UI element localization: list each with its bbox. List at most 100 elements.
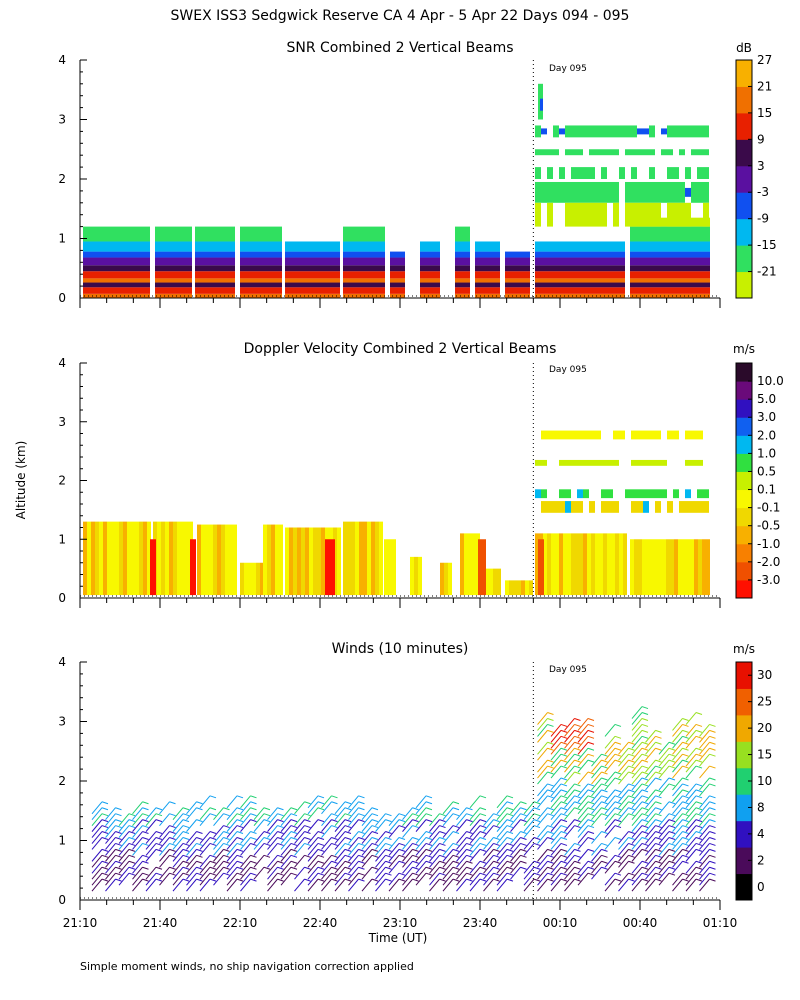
- colorbar-segment: [736, 714, 752, 742]
- wind-barb: [631, 825, 643, 838]
- wind-barb: [159, 825, 170, 838]
- wind-barb: [253, 837, 265, 850]
- wind-barb-flag: [682, 842, 689, 846]
- doppler-cell: [555, 533, 559, 596]
- wind-barb-flag: [614, 813, 622, 817]
- doppler-cell: [691, 459, 697, 466]
- wind-barb-flag: [520, 837, 527, 840]
- wind-barb-flag: [452, 825, 460, 829]
- snr-cell: [649, 181, 655, 203]
- wind-barb: [591, 771, 602, 785]
- doppler-cell: [127, 521, 131, 596]
- wind-barb: [375, 872, 386, 886]
- wind-barb-flag: [209, 878, 217, 882]
- snr-cell: [577, 181, 583, 203]
- wind-barb-flag: [277, 860, 284, 864]
- wind-barb: [685, 801, 697, 815]
- wind-barb-flag: [142, 837, 149, 840]
- wind-barb-flag: [655, 747, 662, 751]
- snr-cell: [601, 125, 607, 138]
- snr-cell: [343, 241, 385, 252]
- wind-barb-flag: [506, 878, 514, 882]
- wind-barb: [186, 872, 197, 886]
- wind-barb: [577, 759, 589, 773]
- wind-barb: [550, 807, 562, 821]
- wind-barb: [429, 849, 440, 862]
- snr-cell: [195, 265, 235, 272]
- doppler-cell: [541, 489, 547, 499]
- wind-barb-flag: [668, 831, 676, 834]
- wind-barb-flag: [263, 831, 271, 834]
- wind-barb: [537, 855, 548, 868]
- doppler-cell: [538, 539, 544, 596]
- wind-barb: [483, 837, 494, 850]
- wind-barb: [496, 860, 508, 874]
- wind-barb: [618, 872, 629, 886]
- doppler-cell: [661, 489, 667, 499]
- wind-barb-flag: [142, 813, 149, 817]
- wind-barb: [348, 843, 359, 856]
- wind-barb-flag: [223, 866, 230, 870]
- wind-barb-flag: [358, 854, 365, 858]
- wind-barb-flag: [452, 878, 460, 882]
- wind-barb: [658, 843, 670, 856]
- wind-barb: [672, 831, 683, 844]
- doppler-cell: [589, 501, 595, 513]
- wind-barb: [645, 825, 656, 838]
- wind-barb: [469, 860, 481, 874]
- wind-barb-flag: [479, 819, 487, 823]
- snr-cell: [631, 181, 637, 203]
- wind-barb: [685, 872, 697, 886]
- wind-barb-flag: [668, 777, 676, 781]
- snr-cell: [285, 251, 340, 258]
- wind-barb: [645, 736, 656, 749]
- snr-cell: [571, 125, 577, 138]
- doppler-cell: [595, 533, 599, 596]
- doppler-cell: [225, 524, 229, 596]
- doppler-panel-title: Doppler Velocity Combined 2 Vertical Bea…: [244, 341, 557, 357]
- snr-cell: [547, 202, 553, 227]
- wind-barb: [267, 872, 278, 886]
- doppler-cell: [229, 524, 233, 596]
- snr-cell: [607, 149, 613, 156]
- wind-barb: [267, 860, 278, 874]
- doppler-cell: [115, 521, 119, 596]
- wind-barb-flag: [587, 718, 595, 721]
- wind-barb-flag: [520, 854, 527, 858]
- y-tick-label: 4: [58, 53, 66, 67]
- snr-cell: [240, 282, 282, 288]
- wind-barb: [469, 872, 481, 886]
- wind-barb-flag: [182, 819, 190, 823]
- wind-barb: [199, 866, 211, 880]
- wind-barb: [429, 819, 440, 832]
- wind-barb: [604, 759, 616, 773]
- wind-barb: [631, 771, 643, 785]
- wind-barb: [618, 849, 629, 862]
- wind-barb-flag: [331, 795, 338, 799]
- wind-barb-flag: [655, 735, 662, 739]
- wind-barb: [564, 753, 575, 767]
- wind-barb: [496, 831, 508, 844]
- wind-barb: [442, 831, 454, 844]
- wind-barb: [550, 741, 562, 755]
- wind-barb-flag: [628, 741, 635, 745]
- wind-barb-flag: [682, 837, 689, 840]
- colorbar-label: 2: [757, 853, 765, 867]
- wind-barb-flag: [358, 801, 365, 805]
- snr-cell: [607, 181, 613, 203]
- wind-barb: [685, 730, 697, 743]
- wind-barb-flag: [614, 825, 622, 829]
- wind-barb: [645, 771, 656, 785]
- wind-barb: [672, 753, 683, 767]
- wind-barb-flag: [506, 837, 514, 840]
- wind-barb-flag: [614, 860, 622, 864]
- wind-barb-flag: [560, 860, 568, 864]
- doppler-cell: [388, 539, 392, 596]
- snr-cell: [673, 202, 679, 227]
- wind-barb-flag: [668, 860, 676, 864]
- snr-cell: [541, 181, 547, 203]
- wind-barb: [631, 712, 643, 725]
- wind-barb-flag: [668, 801, 676, 805]
- wind-barb: [483, 860, 494, 874]
- wind-barb: [537, 712, 548, 725]
